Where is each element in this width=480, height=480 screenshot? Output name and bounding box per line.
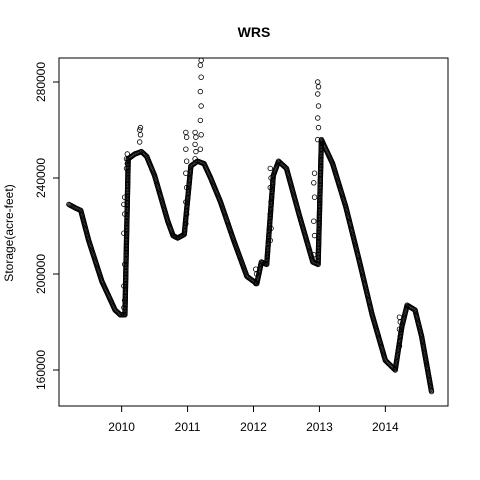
x-tick-label: 2013 bbox=[306, 420, 333, 434]
data-point bbox=[315, 124, 322, 131]
data-point bbox=[267, 165, 273, 172]
data-point bbox=[121, 297, 128, 304]
data-point bbox=[253, 280, 259, 287]
data-point bbox=[197, 146, 204, 152]
data-point bbox=[268, 225, 274, 232]
data-point bbox=[397, 333, 403, 340]
data-point bbox=[311, 252, 317, 258]
data-point bbox=[311, 194, 318, 200]
data-point bbox=[137, 124, 144, 131]
data-point bbox=[268, 175, 274, 181]
data-point bbox=[198, 57, 204, 64]
data-point bbox=[121, 283, 127, 289]
data-point bbox=[311, 170, 318, 176]
x-tick-label: 2014 bbox=[372, 420, 399, 434]
data-point bbox=[267, 184, 273, 191]
data-point bbox=[315, 79, 321, 85]
data-points bbox=[66, 57, 435, 395]
data-point bbox=[121, 261, 128, 268]
data-point bbox=[396, 343, 403, 349]
data-point bbox=[183, 170, 189, 176]
data-point bbox=[183, 211, 190, 217]
x-tick-label: 2010 bbox=[108, 420, 135, 434]
data-point bbox=[315, 84, 322, 90]
data-point bbox=[121, 230, 127, 236]
y-tick-label: 160000 bbox=[34, 350, 48, 390]
data-point bbox=[315, 115, 321, 121]
data-point bbox=[137, 132, 144, 138]
data-point bbox=[183, 184, 190, 191]
data-point bbox=[183, 158, 190, 164]
y-axis-label: Storage(acre-feet) bbox=[2, 184, 16, 281]
data-point bbox=[311, 180, 317, 186]
data-point bbox=[192, 156, 198, 162]
data-point bbox=[193, 134, 199, 140]
data-point bbox=[192, 129, 198, 136]
data-point bbox=[183, 199, 189, 205]
data-point bbox=[311, 232, 318, 239]
data-point bbox=[267, 237, 273, 244]
x-tick-label: 2011 bbox=[175, 420, 201, 434]
data-point bbox=[396, 326, 403, 332]
data-point bbox=[315, 91, 321, 97]
data-point bbox=[315, 136, 321, 143]
y-tick-label: 240000 bbox=[34, 158, 48, 198]
data-point bbox=[121, 211, 128, 217]
data-point bbox=[198, 103, 204, 109]
data-point bbox=[183, 134, 190, 140]
data-point bbox=[121, 194, 128, 200]
data-point bbox=[183, 220, 189, 227]
data-point bbox=[183, 129, 189, 136]
data-point bbox=[193, 148, 199, 155]
data-point bbox=[198, 74, 204, 80]
data-point bbox=[311, 218, 317, 224]
data-point bbox=[197, 62, 204, 68]
data-point bbox=[428, 388, 435, 395]
data-point bbox=[267, 211, 273, 217]
data-point bbox=[396, 314, 403, 320]
data-point bbox=[136, 127, 143, 133]
x-axis: 2010 2011 2012 2013 2014 bbox=[108, 406, 399, 434]
x-tick-label: 2012 bbox=[240, 420, 267, 434]
data-point bbox=[268, 199, 274, 205]
data-point bbox=[253, 266, 259, 272]
plot-frame bbox=[58, 57, 449, 407]
chart-title: WRS bbox=[238, 24, 271, 40]
data-point bbox=[124, 151, 131, 157]
data-point bbox=[315, 103, 322, 109]
data-point bbox=[197, 88, 204, 95]
data-point bbox=[136, 139, 143, 145]
data-point bbox=[198, 132, 204, 138]
y-axis: 160000 200000 240000 280000 bbox=[34, 62, 59, 390]
data-point bbox=[197, 117, 204, 124]
data-point bbox=[192, 141, 198, 148]
data-point bbox=[121, 201, 127, 208]
data-point bbox=[183, 146, 189, 152]
y-tick-label: 280000 bbox=[34, 62, 48, 102]
y-tick-label: 200000 bbox=[34, 254, 48, 294]
data-point bbox=[121, 304, 127, 311]
